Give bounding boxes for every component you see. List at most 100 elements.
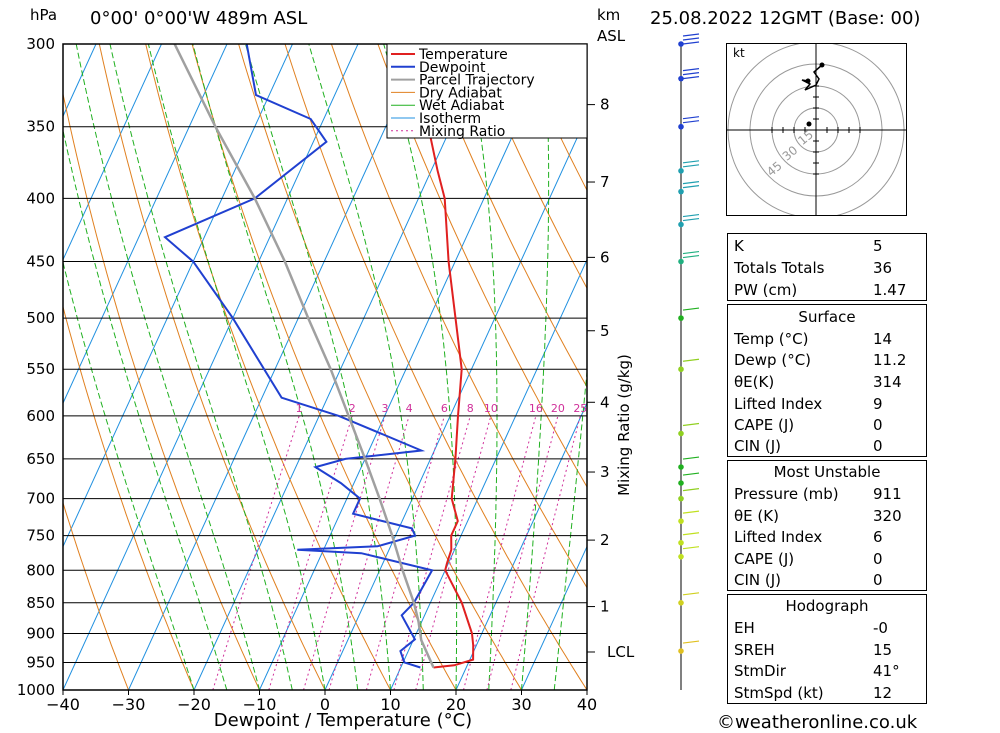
wind-barb bbox=[682, 33, 700, 37]
temperature-line bbox=[402, 44, 475, 669]
temperature-tick-label: −30 bbox=[112, 695, 146, 714]
hodograph-point bbox=[805, 78, 811, 84]
hodo-row-value: 41° bbox=[873, 662, 900, 680]
pressure-tick-label: 850 bbox=[26, 594, 55, 612]
pw-value: 1.47 bbox=[873, 281, 907, 299]
most-unstable-title: Most Unstable bbox=[773, 463, 881, 481]
most-unstable-panel: Most Unstable Pressure (mb) 911 θE (K) 3… bbox=[727, 460, 927, 591]
wind-barb bbox=[682, 76, 700, 80]
pressure-tick-label: 600 bbox=[26, 407, 55, 425]
pressure-tick-label: 350 bbox=[26, 118, 55, 136]
pressure-tick-label: 400 bbox=[26, 189, 55, 207]
isotherm-line bbox=[63, 44, 293, 548]
indices-panel: K 5 Totals Totals 36 PW (cm) 1.47 bbox=[727, 233, 927, 301]
isotherm-line bbox=[63, 44, 359, 690]
surface-row-value: 14 bbox=[873, 330, 893, 348]
legend-label: Isotherm bbox=[419, 111, 481, 127]
k-index-label: K bbox=[734, 237, 744, 255]
wind-barb bbox=[682, 640, 700, 644]
hodograph-ring-label: 45 bbox=[764, 159, 785, 180]
wind-barb bbox=[682, 532, 700, 536]
pressure-tick-label: 900 bbox=[26, 624, 55, 642]
wind-barb bbox=[682, 181, 700, 185]
parcel-trajectory-line bbox=[173, 44, 435, 669]
hodograph-unit: kt bbox=[733, 46, 745, 60]
temperature-tick-label: −10 bbox=[243, 695, 277, 714]
isotherm-line bbox=[521, 545, 587, 690]
mu-row-value: 0 bbox=[873, 550, 883, 568]
hodo-row-label: StmDir bbox=[734, 662, 786, 680]
wet-adiabat-line bbox=[383, 44, 458, 690]
legend-label: Mixing Ratio bbox=[419, 124, 505, 140]
dry-adiabat-line bbox=[470, 44, 587, 290]
mixing-ratio-label: 8 bbox=[467, 402, 474, 415]
mixing-ratio-line bbox=[365, 415, 445, 690]
wet-adiabat-line bbox=[465, 44, 498, 690]
mixing-ratio-label: 4 bbox=[406, 402, 413, 415]
mixing-ratio-line bbox=[303, 415, 386, 690]
temperature-tick-label: 30 bbox=[511, 695, 531, 714]
mixing-ratio-label: 6 bbox=[441, 402, 448, 415]
mixing-ratio-line bbox=[328, 415, 410, 690]
wind-barb bbox=[682, 592, 700, 596]
hodograph-stats-title: Hodograph bbox=[785, 597, 869, 615]
legend-label: Dry Adiabat bbox=[419, 85, 502, 101]
temperature-tick-label: −20 bbox=[177, 695, 211, 714]
hodograph-trace bbox=[801, 64, 823, 91]
isotherm-line bbox=[193, 44, 490, 690]
isotherm-line bbox=[63, 44, 162, 261]
hodo-row-label: StmSpd (kt) bbox=[734, 684, 824, 702]
wind-barb bbox=[682, 185, 700, 189]
wind-barb bbox=[682, 546, 700, 550]
totals-totals-value: 36 bbox=[873, 259, 893, 277]
legend-label: Dewpoint bbox=[419, 60, 486, 76]
mu-row-label: Lifted Index bbox=[734, 528, 823, 546]
surface-row-value: 314 bbox=[873, 373, 902, 391]
wet-adiabat-line bbox=[245, 44, 391, 690]
wind-level-dot bbox=[678, 168, 684, 174]
wind-barb bbox=[682, 510, 700, 514]
pressure-tick-label: 300 bbox=[26, 35, 55, 53]
pressure-tick-label: 550 bbox=[26, 360, 55, 378]
surface-row-value: 9 bbox=[873, 395, 883, 413]
wind-level-dot bbox=[678, 648, 684, 654]
isotherm-line bbox=[259, 44, 555, 690]
mixing-ratio-label: 20 bbox=[551, 402, 565, 415]
wind-barb bbox=[682, 72, 700, 76]
wind-barb bbox=[682, 307, 700, 311]
wind-barb bbox=[682, 472, 700, 476]
pw-label: PW (cm) bbox=[734, 281, 798, 299]
temperature-tick-label: −40 bbox=[46, 695, 80, 714]
wind-barb bbox=[682, 160, 700, 164]
wind-barb bbox=[682, 68, 700, 72]
hodograph-panel: 15 30 45 kt bbox=[726, 43, 907, 216]
hodograph-ring-label: 30 bbox=[780, 143, 801, 164]
hodo-row-value: 15 bbox=[873, 641, 893, 659]
legend-label: Temperature bbox=[418, 47, 508, 63]
surface-row-label: Lifted Index bbox=[734, 395, 823, 413]
temperature-tick-label: 40 bbox=[577, 695, 597, 714]
mixing-ratio-line bbox=[393, 415, 471, 690]
hodograph-stats-panel: Hodograph EH -0 SREH 15 StmDir 41° StmSp… bbox=[727, 594, 927, 704]
wind-level-dot bbox=[678, 464, 684, 470]
legend-label: Parcel Trajectory bbox=[419, 73, 535, 89]
height-tick-label: 2 bbox=[600, 531, 610, 549]
dry-adiabat-line bbox=[63, 91, 260, 690]
hodograph-storm-motion bbox=[806, 121, 812, 127]
dry-adiabat-line bbox=[63, 501, 129, 690]
wind-level-dot bbox=[678, 518, 684, 524]
wind-level-dot bbox=[678, 553, 684, 560]
pressure-tick-label: 650 bbox=[26, 450, 55, 468]
surface-title: Surface bbox=[798, 308, 856, 326]
wind-level-dot bbox=[678, 366, 684, 373]
wet-adiabat-line bbox=[553, 367, 587, 690]
mixing-ratio-axis-title: Mixing Ratio (g/kg) bbox=[615, 354, 633, 496]
mixing-ratio-label: 16 bbox=[529, 402, 543, 415]
wind-barb bbox=[682, 41, 700, 45]
hodo-row-label: EH bbox=[734, 619, 755, 637]
pressure-tick-label: 500 bbox=[26, 309, 55, 327]
k-index-value: 5 bbox=[873, 237, 883, 255]
wind-barb bbox=[682, 37, 700, 41]
mixing-ratio-label: 1 bbox=[296, 402, 303, 415]
mixing-ratio-line bbox=[212, 415, 300, 690]
